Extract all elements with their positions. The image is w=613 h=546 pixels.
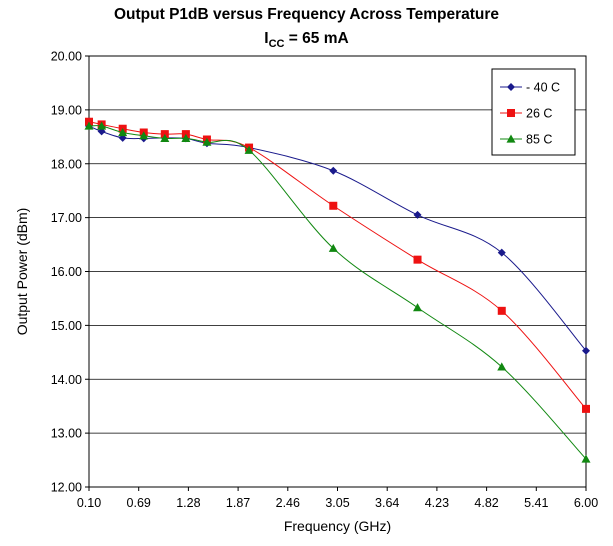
axis-ticks: 12.00 13.00 14.00 15.00 16.00 17.00 18.00 19.00… bbox=[51, 50, 598, 511]
data-point bbox=[139, 131, 149, 140]
x-tick-label: 1.87 bbox=[226, 496, 250, 510]
y-tick-label: 15.00 bbox=[51, 319, 82, 333]
x-tick-label: 5.41 bbox=[524, 496, 548, 510]
series-1 bbox=[85, 122, 590, 355]
grid-lines bbox=[89, 109, 586, 434]
legend-item: - 40 C bbox=[500, 81, 560, 95]
legend-item: 85 C bbox=[500, 133, 552, 147]
legend-label: 85 C bbox=[526, 133, 552, 147]
x-tick-label: 1.28 bbox=[176, 496, 200, 510]
legend-label: - 40 C bbox=[526, 81, 560, 95]
x-tick-label: 2.46 bbox=[276, 496, 300, 510]
legend-marker bbox=[506, 134, 516, 143]
data-point bbox=[328, 243, 338, 252]
data-point bbox=[329, 201, 338, 210]
y-tick-label: 16.00 bbox=[51, 265, 82, 279]
legend: - 40 C 26 C 85 C bbox=[491, 68, 576, 156]
data-point bbox=[329, 166, 338, 175]
x-tick-label: 4.23 bbox=[425, 496, 449, 510]
x-tick-label: 3.05 bbox=[325, 496, 349, 510]
data-point bbox=[413, 255, 422, 264]
legend-marker bbox=[507, 109, 515, 117]
y-tick-label: 17.00 bbox=[51, 211, 82, 225]
series-line bbox=[88, 125, 587, 460]
data-point bbox=[97, 121, 107, 130]
legend-label: 26 C bbox=[526, 107, 552, 121]
data-point bbox=[413, 303, 423, 312]
legend-item: 26 C bbox=[500, 107, 552, 121]
series-3 bbox=[84, 121, 591, 463]
data-point bbox=[581, 454, 591, 463]
x-tick-label: 3.64 bbox=[375, 496, 399, 510]
data-point bbox=[582, 346, 590, 355]
subtitle-subscript: CC bbox=[268, 38, 285, 51]
legend-box bbox=[491, 68, 576, 156]
data-point bbox=[497, 306, 506, 315]
y-tick-label: 19.00 bbox=[51, 103, 82, 117]
data-point bbox=[181, 133, 191, 143]
y-tick-label: 12.00 bbox=[51, 481, 82, 495]
data-point bbox=[84, 121, 94, 130]
data-point bbox=[582, 404, 590, 413]
y-tick-label: 20.00 bbox=[51, 50, 82, 64]
data-point bbox=[160, 133, 170, 143]
series-2 bbox=[85, 117, 590, 413]
series-group bbox=[84, 117, 591, 463]
data-point bbox=[118, 128, 128, 137]
y-tick-label: 14.00 bbox=[51, 373, 82, 387]
data-point bbox=[244, 145, 254, 154]
x-tick-label: 0.10 bbox=[77, 496, 101, 510]
chart-subtitle: ICC = 65 mA bbox=[0, 30, 613, 50]
series-line bbox=[88, 121, 587, 410]
series-line bbox=[88, 125, 587, 352]
chart-title: Output P1dB versus Frequency Across Temp… bbox=[113, 6, 500, 23]
data-point bbox=[497, 362, 507, 371]
legend-marker bbox=[507, 83, 515, 91]
subtitle-suffix: = 65 mA bbox=[284, 30, 349, 47]
x-tick-label: 6.00 bbox=[574, 496, 598, 510]
y-tick-label: 18.00 bbox=[51, 157, 82, 171]
data-point bbox=[497, 248, 506, 257]
x-tick-label: 4.82 bbox=[474, 496, 498, 510]
data-point bbox=[413, 210, 422, 219]
data-point bbox=[202, 137, 212, 146]
y-axis-label: Output Power (dBm) bbox=[14, 208, 30, 336]
subtitle-prefix: I bbox=[264, 30, 269, 47]
y-tick-label: 13.00 bbox=[51, 427, 82, 441]
x-axis-label: Frequency (GHz) bbox=[284, 518, 391, 534]
x-tick-label: 0.69 bbox=[127, 496, 151, 510]
